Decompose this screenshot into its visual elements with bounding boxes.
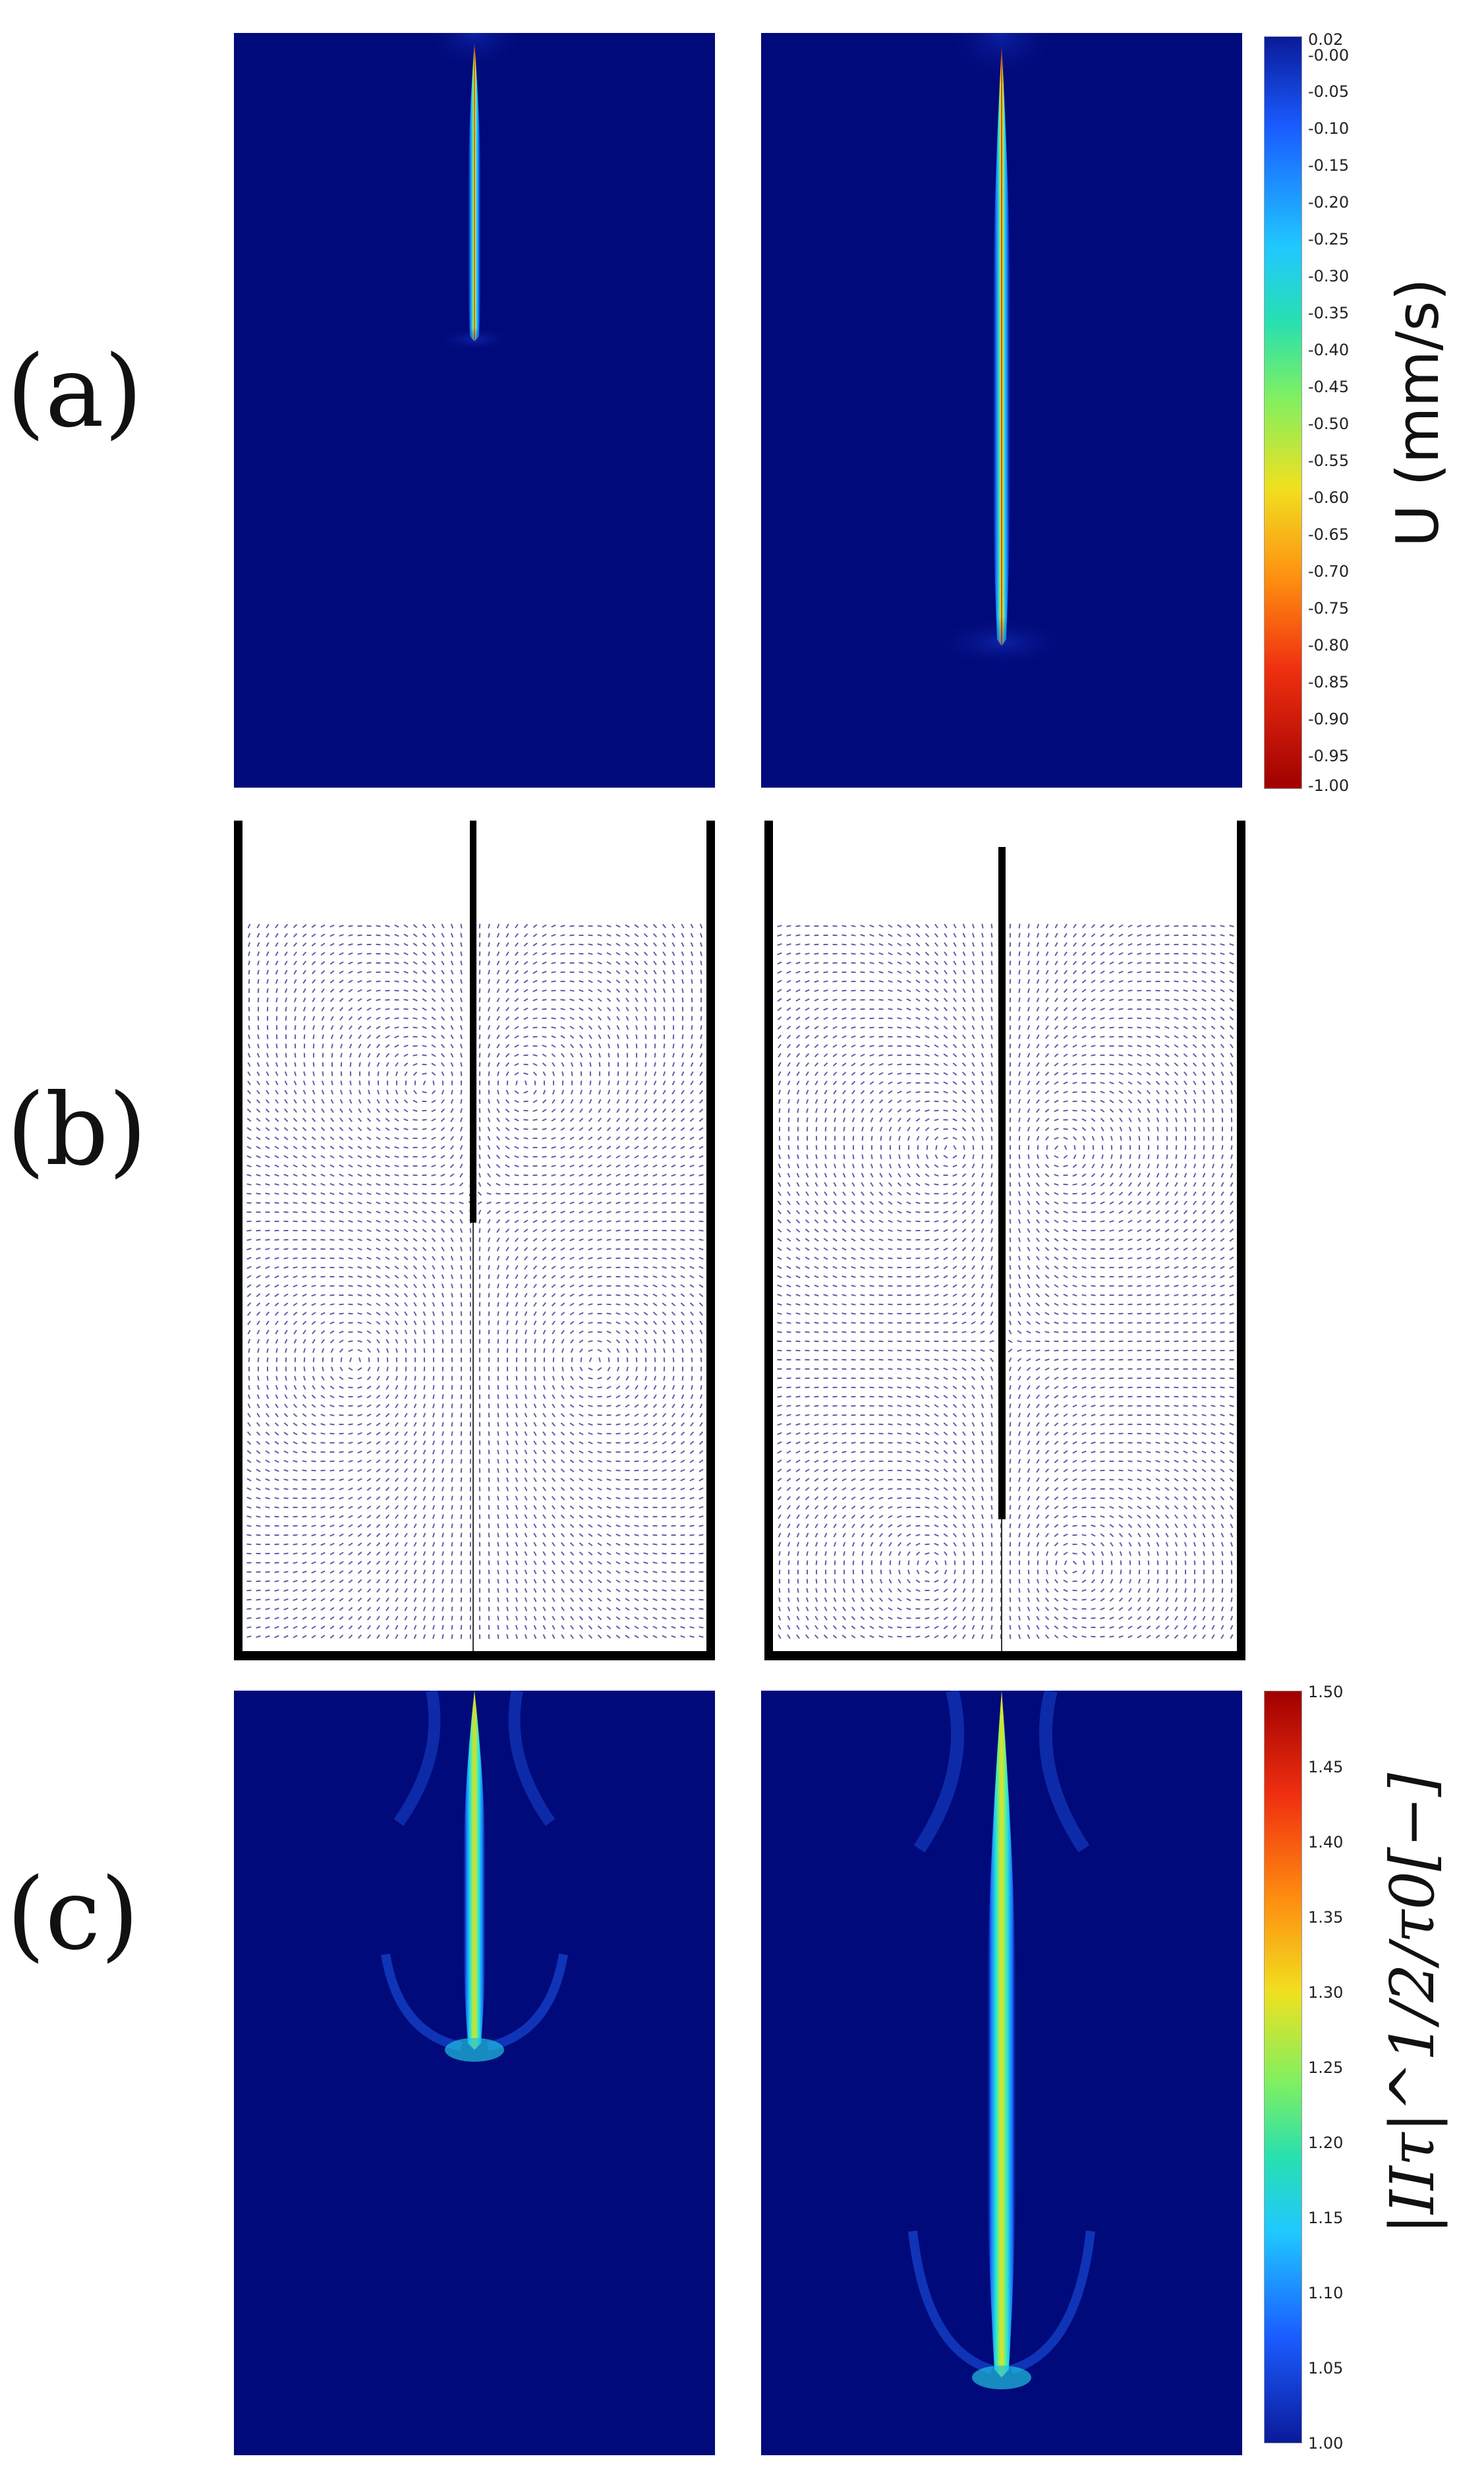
colorbar-a-tick: -0.15 <box>1308 156 1350 175</box>
velocity-field-left <box>234 33 715 788</box>
stress-field-right <box>761 1691 1242 2455</box>
colorbar-a-tick: -0.95 <box>1308 747 1350 765</box>
panel-label-c: (c) <box>7 1857 140 1972</box>
colorbar-c-tick: 1.20 <box>1308 2134 1344 2152</box>
colorbar-a-tick: -0.30 <box>1308 267 1350 285</box>
panel-label-b: (b) <box>7 1073 148 1188</box>
colorbar-c-tick: 1.45 <box>1308 1758 1344 1776</box>
vector-field-left <box>231 821 718 1668</box>
colorbar-a-tick: -0.65 <box>1308 525 1350 544</box>
colorbar-a-tick: -0.75 <box>1308 599 1350 618</box>
colorbar-c <box>1264 1691 1302 2443</box>
colorbar-a-tick: -0.10 <box>1308 119 1350 138</box>
velocity-field-right <box>761 33 1242 788</box>
colorbar-a-tick: -0.50 <box>1308 415 1350 433</box>
colorbar-a-tick: -0.55 <box>1308 451 1350 470</box>
colorbar-c-tick: 1.50 <box>1308 1683 1344 1701</box>
colorbar-a-tick: -1.00 <box>1308 776 1350 795</box>
colorbar-c-tick: 1.40 <box>1308 1833 1344 1851</box>
colorbar-a <box>1264 36 1302 789</box>
colorbar-a-tick: -0.60 <box>1308 488 1350 507</box>
colorbar-c-tick: 1.25 <box>1308 2058 1344 2077</box>
colorbar-a-tick: -0.40 <box>1308 341 1350 359</box>
colorbar-a-tick: -0.70 <box>1308 562 1350 581</box>
colorbar-c-title: |IIτ|^1/2/τ0[−] <box>1377 1772 1448 2234</box>
colorbar-a-tick: -0.85 <box>1308 673 1350 691</box>
colorbar-c-tick: 1.05 <box>1308 2359 1344 2377</box>
stress-field-left <box>234 1691 715 2455</box>
vector-arrows <box>777 923 1234 1639</box>
vector-arrows <box>246 923 704 1639</box>
colorbar-a-tick: -0.35 <box>1308 304 1350 322</box>
colorbar-c-tick: 1.15 <box>1308 2209 1344 2227</box>
colorbar-a-tick: -0.00 <box>1308 46 1350 65</box>
colorbar-c-tick: 1.35 <box>1308 1908 1344 1927</box>
colorbar-a-title: U (mm/s) <box>1384 278 1452 547</box>
colorbar-a-tick: -0.20 <box>1308 193 1350 212</box>
colorbar-a-tick: -0.25 <box>1308 230 1350 248</box>
colorbar-a-tick: 0.02 <box>1308 30 1344 49</box>
panel-label-a: (a) <box>7 335 143 450</box>
colorbar-a-tick: -0.05 <box>1308 82 1350 101</box>
colorbar-a-tick: -0.45 <box>1308 378 1350 396</box>
colorbar-c-tick: 1.30 <box>1308 1983 1344 2002</box>
colorbar-a-tick: -0.90 <box>1308 710 1350 728</box>
colorbar-a-tick: -0.80 <box>1308 636 1350 655</box>
colorbar-c-tick: 1.00 <box>1308 2434 1344 2453</box>
vector-field-right <box>761 821 1249 1668</box>
colorbar-c-tick: 1.10 <box>1308 2284 1344 2302</box>
